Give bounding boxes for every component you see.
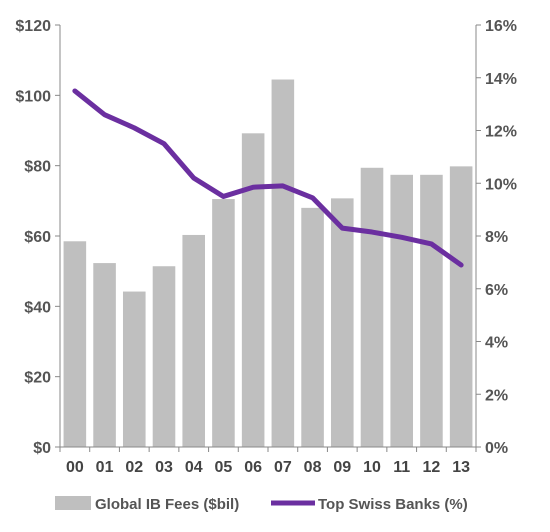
x-tick-label: 08 [304,459,322,476]
bar-10 [360,167,384,447]
line-group [72,88,464,268]
left-tick-label: $80 [24,159,51,176]
bar-13 [449,166,473,447]
bar-03 [152,266,176,447]
x-tick-label: 11 [393,459,410,476]
bar-09 [330,198,354,447]
x-tick-label: 10 [363,459,381,476]
right-tick-label: 10% [485,176,517,193]
left-tick-label: $120 [15,18,51,35]
legend-label-line: Top Swiss Banks (%) [318,496,468,513]
right-tick-label: 16% [485,18,517,35]
legend-label-bars: Global IB Fees ($bil) [95,496,239,513]
right-tick-label: 4% [485,335,508,352]
x-tick-label: 06 [244,459,262,476]
right-tick-label: 14% [485,71,517,88]
x-tick-label: 12 [423,459,441,476]
left-tick-label: $60 [24,229,51,246]
bar-08 [301,207,324,447]
left-tick-label: $100 [15,88,51,105]
right-tick-label: 2% [485,387,508,404]
x-tick-label: 03 [155,459,173,476]
bar-11 [390,174,413,447]
right-tick-label: 6% [485,282,508,299]
bar-06 [241,133,265,447]
bar-12 [420,174,443,447]
x-tick-label: 09 [333,459,351,476]
x-tick-label: 00 [66,459,84,476]
x-tick-label: 07 [274,459,292,476]
x-tick-label: 01 [96,459,114,476]
bars-group [63,79,473,447]
ticks-group: $0 $20 $40 $60 $80 $100 $120 0% 2% 4% 6% 8% 10% 12% 14… [15,18,517,476]
x-tick-label: 02 [125,459,143,476]
x-tick-label: 05 [215,459,233,476]
bar-07 [271,79,295,447]
bar-04 [182,234,205,447]
legend-swatch-bars [55,496,91,510]
bar-02 [122,291,146,447]
axes-group [55,24,481,452]
right-tick-label: 8% [485,229,508,246]
right-tick-label: 12% [485,124,517,141]
left-tick-label: $20 [24,370,51,387]
bar-01 [93,263,116,447]
left-tick-label: $0 [33,440,51,457]
legend: Global IB Fees ($bil) Top Swiss Banks (%… [55,496,468,513]
x-tick-label: 04 [185,459,203,476]
bar-05 [212,199,235,447]
bar-00 [63,241,87,447]
left-tick-label: $40 [24,299,51,316]
x-tick-label: 13 [452,459,470,476]
right-tick-label: 0% [485,440,508,457]
line-top-swiss-banks [72,88,464,268]
